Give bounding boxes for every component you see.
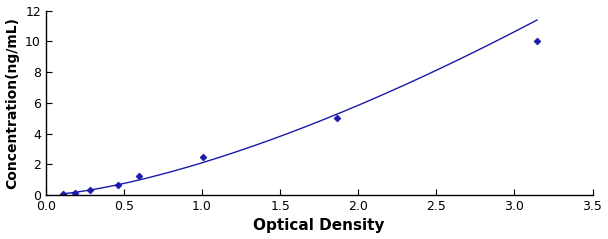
X-axis label: Optical Density: Optical Density [254,218,385,234]
Y-axis label: Concentration(ng/mL): Concentration(ng/mL) [5,17,19,189]
